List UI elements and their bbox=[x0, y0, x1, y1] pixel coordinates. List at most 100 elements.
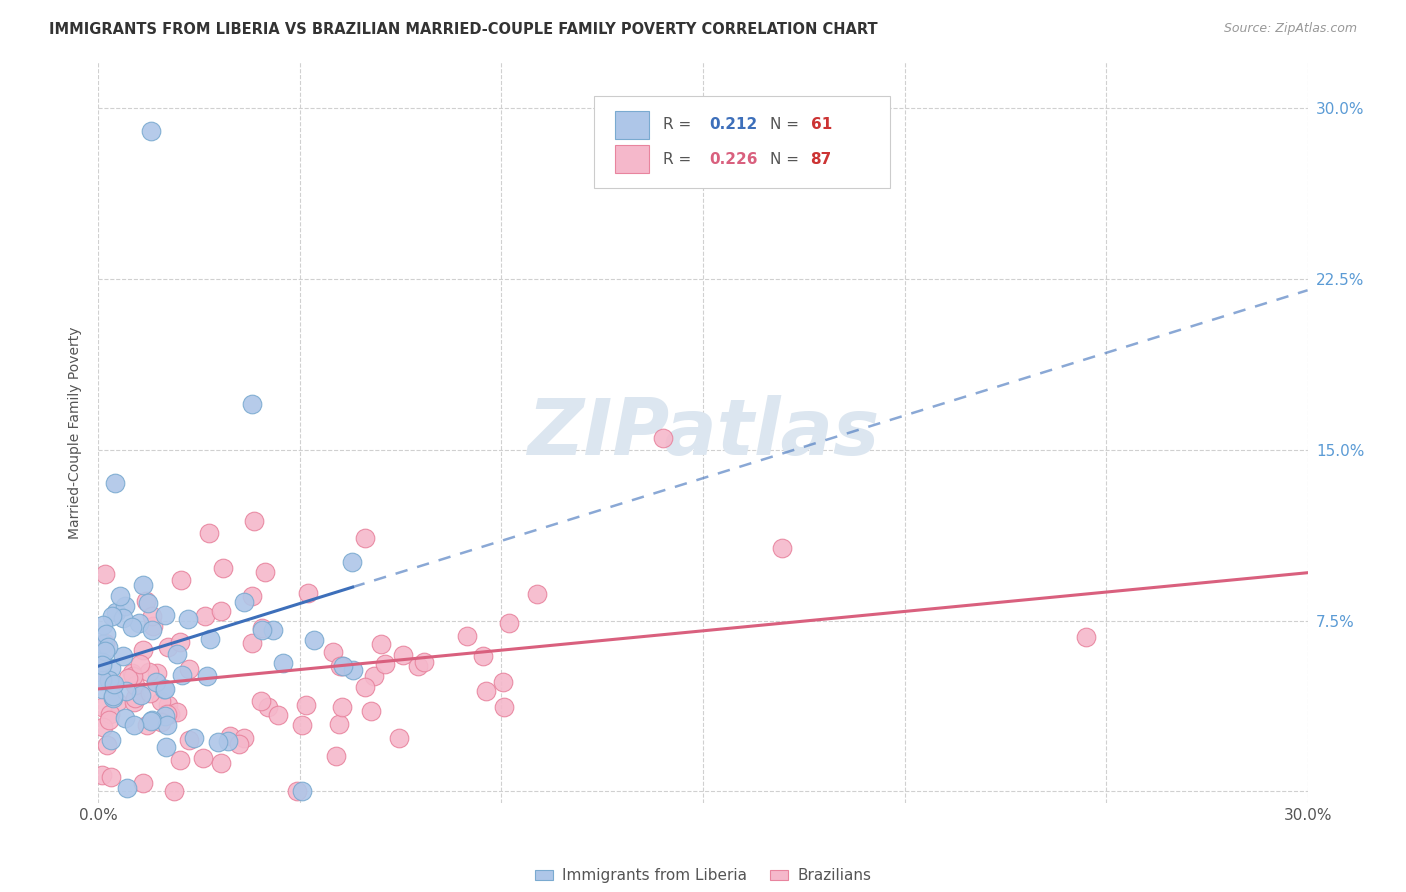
Brazilians bbox=[209, 756, 232, 771]
Text: 0.226: 0.226 bbox=[709, 152, 758, 167]
Immigrants from Liberia bbox=[103, 689, 125, 703]
Text: R =: R = bbox=[664, 117, 696, 132]
Brazilians bbox=[128, 657, 150, 671]
Immigrants from Liberia bbox=[114, 711, 136, 725]
Immigrants from Liberia bbox=[121, 619, 143, 633]
Brazilians bbox=[329, 658, 352, 673]
Brazilians bbox=[353, 680, 375, 694]
Brazilians bbox=[412, 655, 434, 669]
Brazilians bbox=[475, 684, 498, 698]
Brazilians bbox=[91, 768, 114, 782]
Immigrants from Liberia bbox=[152, 682, 174, 697]
Immigrants from Liberia bbox=[104, 605, 127, 619]
Brazilians bbox=[198, 525, 221, 540]
Immigrants from Liberia bbox=[94, 627, 117, 641]
Brazilians bbox=[250, 621, 273, 635]
Immigrants from Liberia bbox=[122, 718, 145, 732]
Immigrants from Liberia bbox=[183, 731, 205, 745]
Bar bbox=[614, 145, 648, 173]
Brazilians bbox=[132, 643, 155, 657]
Immigrants from Liberia bbox=[114, 599, 136, 613]
Immigrants from Liberia bbox=[112, 611, 135, 625]
Brazilians bbox=[97, 713, 120, 727]
Brazilians bbox=[100, 706, 122, 721]
Brazilians bbox=[162, 784, 184, 798]
Brazilians bbox=[177, 662, 200, 676]
Brazilians bbox=[169, 634, 191, 648]
Brazilians bbox=[526, 586, 548, 600]
Immigrants from Liberia bbox=[153, 709, 176, 723]
Brazilians bbox=[100, 771, 122, 785]
Brazilians bbox=[94, 635, 117, 649]
Immigrants from Liberia bbox=[98, 673, 121, 687]
Brazilians bbox=[330, 659, 353, 673]
Immigrants from Liberia bbox=[91, 637, 114, 651]
Immigrants from Liberia bbox=[114, 683, 136, 698]
Immigrants from Liberia bbox=[139, 714, 162, 728]
Brazilians bbox=[170, 573, 193, 587]
Immigrants from Liberia bbox=[250, 623, 273, 637]
Brazilians bbox=[325, 748, 347, 763]
Bar bbox=[614, 111, 648, 138]
Brazilians bbox=[117, 671, 139, 685]
Immigrants from Liberia bbox=[91, 673, 114, 688]
Legend: Immigrants from Liberia, Brazilians: Immigrants from Liberia, Brazilians bbox=[529, 863, 877, 889]
Immigrants from Liberia bbox=[195, 669, 218, 683]
Brazilians bbox=[157, 698, 180, 712]
Brazilians bbox=[250, 694, 273, 708]
Immigrants from Liberia bbox=[153, 681, 176, 696]
Text: N =: N = bbox=[769, 117, 803, 132]
Brazilians bbox=[139, 686, 162, 700]
Brazilians bbox=[124, 695, 146, 709]
Text: 61: 61 bbox=[811, 117, 832, 132]
Brazilians bbox=[122, 669, 145, 683]
Brazilians bbox=[194, 609, 217, 624]
Immigrants from Liberia bbox=[136, 596, 159, 610]
Immigrants from Liberia bbox=[103, 677, 125, 691]
Immigrants from Liberia bbox=[101, 691, 124, 706]
Brazilians bbox=[159, 706, 181, 721]
Brazilians bbox=[267, 708, 290, 723]
Immigrants from Liberia bbox=[101, 678, 124, 692]
Brazilians bbox=[240, 636, 263, 650]
Brazilians bbox=[145, 665, 167, 680]
Immigrants from Liberia bbox=[177, 612, 200, 626]
Immigrants from Liberia bbox=[129, 688, 152, 702]
Immigrants from Liberia bbox=[108, 589, 131, 603]
Brazilians bbox=[156, 706, 179, 721]
Brazilians bbox=[291, 718, 314, 732]
Brazilians bbox=[135, 594, 157, 608]
Brazilians bbox=[328, 717, 350, 731]
Immigrants from Liberia bbox=[233, 595, 256, 609]
Brazilians bbox=[91, 670, 114, 684]
Y-axis label: Married-Couple Family Poverty: Married-Couple Family Poverty bbox=[67, 326, 82, 539]
Brazilians bbox=[492, 675, 515, 690]
Brazilians bbox=[322, 645, 344, 659]
Text: 87: 87 bbox=[811, 152, 832, 167]
Brazilians bbox=[219, 729, 242, 743]
Immigrants from Liberia bbox=[156, 718, 179, 732]
Brazilians bbox=[93, 567, 115, 582]
Brazilians bbox=[96, 738, 118, 752]
Text: ZIPatlas: ZIPatlas bbox=[527, 394, 879, 471]
Brazilians bbox=[391, 648, 413, 663]
Brazilians bbox=[363, 669, 385, 683]
Brazilians bbox=[360, 704, 382, 718]
Brazilians bbox=[93, 720, 115, 734]
Brazilians bbox=[228, 737, 250, 751]
Brazilians bbox=[136, 717, 159, 731]
Immigrants from Liberia bbox=[207, 735, 229, 749]
Brazilians bbox=[256, 700, 278, 714]
Text: N =: N = bbox=[769, 152, 803, 167]
Text: 0.212: 0.212 bbox=[709, 117, 758, 132]
Text: IMMIGRANTS FROM LIBERIA VS BRAZILIAN MARRIED-COUPLE FAMILY POVERTY CORRELATION C: IMMIGRANTS FROM LIBERIA VS BRAZILIAN MAR… bbox=[49, 22, 877, 37]
Brazilians bbox=[169, 753, 191, 767]
Brazilians bbox=[472, 648, 495, 663]
Brazilians bbox=[1074, 630, 1097, 644]
Brazilians bbox=[142, 618, 165, 632]
Brazilians bbox=[177, 732, 200, 747]
Immigrants from Liberia bbox=[101, 608, 124, 623]
Immigrants from Liberia bbox=[155, 739, 177, 754]
Immigrants from Liberia bbox=[145, 675, 167, 690]
Text: Source: ZipAtlas.com: Source: ZipAtlas.com bbox=[1223, 22, 1357, 36]
